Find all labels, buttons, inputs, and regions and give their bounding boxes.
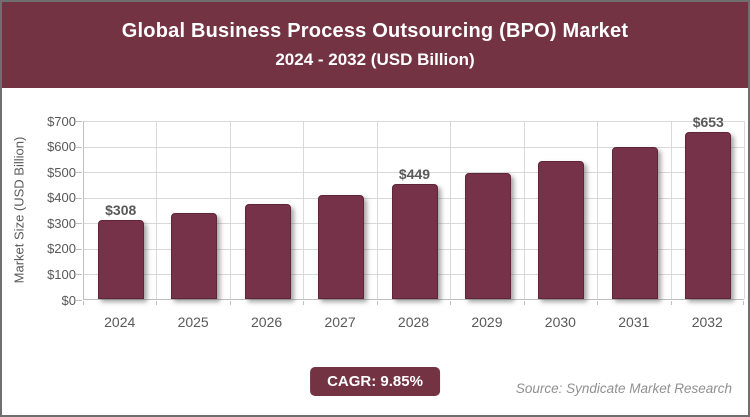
bar-2030 <box>538 160 585 299</box>
gridline-horizontal <box>84 146 744 148</box>
y-tick-label: $200 <box>47 241 76 257</box>
x-tick-mark <box>743 301 744 305</box>
chart-header: Global Business Process Outsourcing (BPO… <box>2 2 748 88</box>
y-tick-label: $300 <box>47 215 76 231</box>
y-tick-label: $400 <box>47 190 76 206</box>
x-tick-label: 2026 <box>251 314 283 330</box>
y-tick-mark <box>76 274 82 276</box>
x-tick-mark <box>670 301 672 305</box>
y-tick-mark <box>76 121 82 122</box>
gridline-vertical <box>376 121 378 299</box>
y-tick-mark <box>76 248 82 250</box>
cagr-badge: CAGR: 9.85% <box>310 367 440 396</box>
bar-2029 <box>464 172 511 299</box>
y-tick-label: $100 <box>47 266 76 282</box>
y-tick-mark <box>76 197 82 199</box>
gridline-vertical <box>670 121 672 299</box>
x-tick-label: 2030 <box>544 314 576 330</box>
gridline-vertical <box>597 121 599 299</box>
bar-2032 <box>685 132 732 299</box>
x-tick-mark <box>229 301 231 305</box>
gridline-vertical <box>744 121 745 299</box>
y-axis-title: Market Size (USD Billion) <box>11 136 27 284</box>
y-tick-mark <box>76 300 82 301</box>
gridline-horizontal <box>84 172 744 174</box>
bar-2024 <box>97 220 144 299</box>
x-tick-mark <box>450 301 452 305</box>
chart-title-line2: 2024 - 2032 (USD Billion) <box>275 50 475 69</box>
x-tick-mark <box>156 301 158 305</box>
bar-2028 <box>391 184 438 299</box>
x-tick-label: 2032 <box>691 314 723 330</box>
bar-2027 <box>318 194 365 299</box>
y-tick-label: $700 <box>47 113 76 129</box>
x-tick-mark <box>523 301 525 305</box>
bar-2026 <box>244 203 291 299</box>
x-tick-label: 2028 <box>397 314 430 330</box>
y-tick-label: $500 <box>47 164 76 180</box>
bar-value-label: $308 <box>105 202 137 219</box>
y-tick-mark <box>76 146 82 148</box>
y-tick-label: $0 <box>61 292 76 308</box>
x-tick-label: 2029 <box>471 314 503 330</box>
cagr-label: CAGR: 9.85% <box>327 373 423 390</box>
y-tick-mark <box>76 223 82 225</box>
bar-2031 <box>611 147 658 299</box>
x-tick-mark <box>376 301 378 305</box>
gridline-horizontal <box>84 121 744 122</box>
gridline-vertical <box>523 121 525 299</box>
x-tick-mark <box>83 301 84 305</box>
x-tick-label: 2025 <box>177 314 209 330</box>
bar-value-label: $449 <box>398 166 431 183</box>
y-tick-mark <box>76 172 82 174</box>
gridline-vertical <box>450 121 452 299</box>
bar-value-label: $653 <box>692 114 724 131</box>
x-tick-mark <box>303 301 305 305</box>
plot-area: $308 $449 $653 <box>83 114 745 300</box>
gridline-vertical <box>229 121 231 299</box>
x-tick-label: 2027 <box>324 314 356 330</box>
y-tick-label: $600 <box>47 139 76 155</box>
x-tick-label: 2031 <box>618 314 650 330</box>
x-tick-label: 2024 <box>104 314 136 330</box>
gridline-vertical <box>303 121 305 299</box>
source-credit: Source: Syndicate Market Research <box>515 381 732 396</box>
bar-2025 <box>171 212 218 299</box>
x-tick-mark <box>597 301 599 305</box>
gridline-vertical <box>156 121 158 299</box>
chart-title-line1: Global Business Process Outsourcing (BPO… <box>121 20 629 42</box>
